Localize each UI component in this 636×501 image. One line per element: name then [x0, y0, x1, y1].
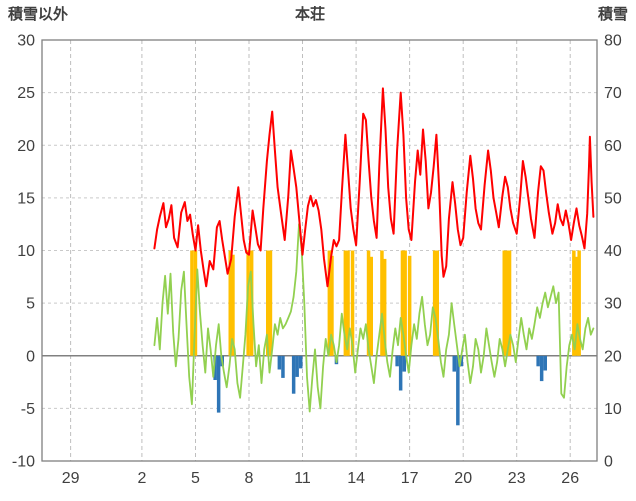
x-axis-tick-label: 5: [191, 470, 200, 487]
orange-bars-bar: [268, 250, 273, 356]
blue-bars-bar: [456, 355, 460, 426]
orange-bars-bar: [400, 250, 405, 356]
orange-bars-bar: [366, 250, 371, 356]
orange-bars-bar: [435, 250, 439, 356]
orange-bars-bar: [407, 255, 412, 356]
orange-bars-bar: [369, 256, 373, 356]
orange-bars-bar: [246, 250, 250, 356]
blue-bars-bar: [536, 355, 540, 367]
orange-bars-bar: [190, 250, 194, 356]
left-axis-tick-label: -5: [21, 401, 35, 418]
orange-bars-bar: [350, 250, 355, 356]
orange-bars-bar: [231, 254, 235, 356]
chart-title: 本荘: [295, 5, 325, 23]
orange-bars-bar: [505, 250, 509, 356]
x-axis-tick-label: 2: [137, 470, 146, 487]
blue-bars-bar: [539, 355, 544, 382]
plot-border: [41, 39, 598, 462]
orange-bars-bar: [380, 250, 384, 356]
orange-bars-bar: [403, 250, 407, 356]
orange-bars-bar: [327, 250, 332, 356]
right-axis-tick-label: 70: [604, 85, 622, 102]
x-axis-tick-label: 23: [508, 470, 526, 487]
x-axis-tick-label: 20: [454, 470, 472, 487]
orange-bars-bar: [346, 250, 350, 356]
blue-bars-bar: [402, 355, 406, 372]
x-axis-tick-label: 26: [561, 470, 579, 487]
orange-bars-bar: [330, 255, 334, 356]
orange-bars-bar: [507, 250, 512, 356]
x-axis-tick-label: 11: [294, 470, 311, 487]
orange-bars-bar: [343, 250, 348, 356]
blue-bars-bar: [295, 355, 299, 377]
blue-bars-bar: [395, 355, 399, 367]
x-axis-tick-label: 17: [401, 470, 419, 487]
blue-bars-bar: [281, 355, 285, 378]
right-axis-tick-label: 30: [604, 296, 622, 313]
blue-bars-bar: [291, 355, 296, 394]
left-axis-tick-label: 0: [26, 348, 35, 365]
right-axis-tick-label: 80: [604, 33, 622, 50]
right-axis-title: 積雪: [597, 5, 628, 23]
left-axis-tick-label: 10: [17, 243, 35, 260]
right-axis-tick-label: 10: [604, 401, 622, 418]
blue-bars-bar: [452, 355, 456, 372]
right-axis-tick-label: 60: [604, 138, 622, 155]
blue-bars-bar: [216, 355, 221, 413]
left-axis-tick-label: 5: [26, 296, 35, 313]
left-axis-tick-label: -10: [12, 454, 35, 471]
right-axis-tick-label: 50: [604, 190, 622, 207]
blue-bars-bar: [299, 355, 303, 369]
orange-bars-bar: [572, 250, 576, 356]
blue-bars-bar: [543, 355, 547, 371]
orange-bars-bar: [577, 250, 581, 356]
blue-bars-bar: [213, 355, 217, 380]
x-axis-tick-label: 29: [62, 470, 80, 487]
green-line: [153, 223, 595, 413]
x-axis-tick-label: 14: [347, 470, 365, 487]
orange-bars-bar: [228, 250, 232, 356]
orange-bars-bar: [432, 250, 437, 356]
left-axis-tick-label: 20: [17, 138, 35, 155]
left-axis-title: 積雪以外: [7, 5, 68, 23]
orange-bars-bar: [266, 250, 270, 356]
right-axis-tick-label: 0: [604, 454, 613, 471]
orange-bars-bar: [574, 256, 579, 356]
red-line: [153, 87, 595, 288]
x-axis-tick-label: 8: [245, 470, 254, 487]
blue-bars-bar: [398, 355, 403, 391]
left-axis-tick-label: 25: [17, 85, 35, 102]
orange-bars-bar: [502, 250, 506, 356]
left-axis-tick-label: 15: [17, 190, 35, 207]
blue-bars-bar: [277, 355, 282, 370]
left-axis-tick-label: 30: [17, 33, 35, 50]
right-axis-tick-label: 20: [604, 348, 622, 365]
orange-bars-bar: [382, 258, 387, 356]
right-axis-tick-label: 40: [604, 243, 622, 260]
